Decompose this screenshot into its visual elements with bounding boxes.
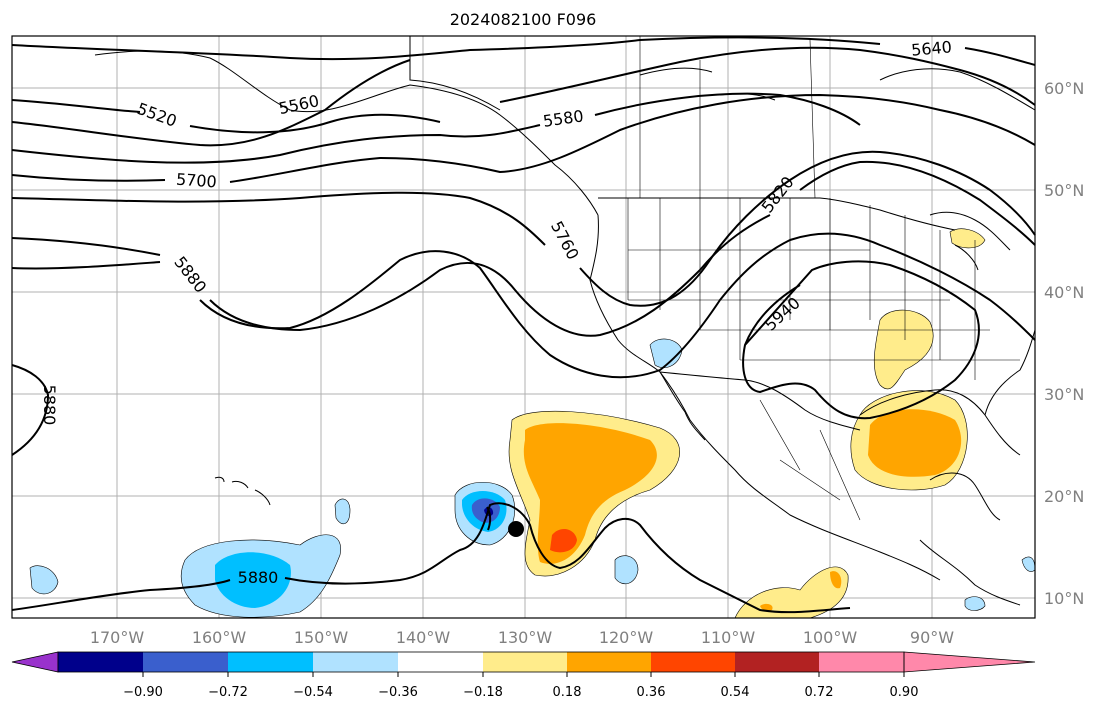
contour-5880-west [11,364,50,456]
anomaly-shading [29,228,1036,619]
mexico-state-2 [819,429,861,521]
colorbar-tick-label: −0.36 [378,685,418,700]
arctic-island-1 [639,67,713,76]
lon-label-170w: 170°W [90,628,145,647]
strong-positive-anomaly-southeast [830,571,842,589]
canada-province-3 [809,39,816,199]
colorbar-bin-7 [567,652,651,672]
lat-label-60n: 60°N [1044,79,1084,98]
negative-anomaly-caribbean [964,596,986,611]
lon-label-150w: 150°W [294,628,349,647]
colorbar-bin-8 [651,652,735,672]
positive-anomaly-great-lakes [949,228,986,249]
colorbar-bin-5 [398,652,483,672]
gulf-coastline [859,389,1021,456]
colorbar-tick-label: 0.18 [553,685,582,700]
contour-label-5880-west: 5880 [40,385,59,426]
florida-coastline [984,329,1036,416]
colorbar-frame [57,651,905,673]
map-frame [11,35,1036,619]
max-positive-anomaly-pacific [550,528,577,553]
colorbar-tick-label: −0.18 [463,685,503,700]
strong-positive-anomaly-pacific [523,423,657,564]
canada-us-border [598,197,956,231]
colorbar-tick-label: 0.90 [890,685,919,700]
colorbar-tick-label: −0.54 [293,685,333,700]
negative-anomaly-west [29,565,59,595]
strong-positive-anomaly-gulf [868,409,962,477]
contour-label-5640: 5640 [910,37,952,59]
lat-label-30n: 30°N [1044,385,1084,404]
hudson-bay-edge [879,68,1036,111]
negative-anomaly-east-pacific [614,555,639,585]
colorbar: −0.90 −0.72 −0.54 −0.36 −0.18 0.18 0.36 … [11,651,1036,700]
lon-label-140w: 140°W [396,628,451,647]
contour-5640-b [499,46,1036,106]
contour-5880-south [11,502,851,614]
mid-negative-anomaly-central-pacific [215,552,291,608]
colorbar-tick-label: 0.36 [637,685,666,700]
colorbar-tick-label: −0.72 [208,685,248,700]
lon-label-90w: 90°W [910,628,954,647]
longitude-labels: 170°W 160°W 150°W 140°W 130°W 120°W 110°… [90,628,954,647]
lat-label-40n: 40°N [1044,283,1084,302]
colorbar-bin-6 [483,652,567,672]
us-mexico-border [659,371,861,431]
colorbar-bin-3 [228,652,313,672]
central-america-coastline [919,539,1021,606]
yucatan-coastline [929,472,1001,521]
colorbar-tick-label: −0.90 [123,685,163,700]
lat-label-20n: 20°N [1044,487,1084,506]
colorbar-bin-4 [313,652,398,672]
hawaii-islands [214,476,271,506]
contour-label-5700: 5700 [175,170,217,192]
contour-5560 [11,59,411,147]
colorbar-bin-2 [143,652,228,672]
lat-label-50n: 50°N [1044,181,1084,200]
latitude-labels: 10°N 20°N 30°N 40°N 50°N 60°N [1044,79,1084,608]
lon-label-120w: 120°W [599,628,654,647]
map-title: 2024082100 F096 [450,10,597,29]
contour-5700 [11,93,1036,183]
contour-label-5880-south: 5880 [238,568,279,587]
islands [214,67,1036,506]
colorbar-bin-10 [819,652,904,672]
lon-label-110w: 110°W [701,628,756,647]
contour-5640 [11,36,1036,66]
mexico-state-3 [779,459,841,501]
contour-5880-main [11,232,1036,379]
colorbar-tick-label: 0.54 [721,685,750,700]
lon-label-160w: 160°W [192,628,247,647]
strong-positive-anomaly-southeast-small [760,603,773,611]
baja-coastline [659,371,706,441]
contour-5940 [742,260,980,420]
storm-position-marker [508,521,524,537]
height-contours [11,36,1036,614]
lon-label-100w: 100°W [803,628,858,647]
colorbar-bin-9 [735,652,819,672]
colorbar-extend-low [11,651,59,673]
west-coast-coastline [589,214,941,581]
colorbar-tick-label: 0.72 [805,685,834,700]
contour-5580 [11,92,861,164]
lat-label-10n: 10°N [1044,589,1084,608]
political-borders [627,36,1020,521]
coastlines [94,36,1036,606]
colorbar-extend-high [903,651,1036,673]
mexico-state-1 [759,399,801,471]
colorbar-ticks [142,672,905,677]
contour-5820 [11,160,1036,337]
colorbar-bin-1 [58,652,143,672]
alaska-canada-border [409,36,501,111]
alaska-coastline [94,50,599,216]
negative-anomaly-north-pacific [334,498,351,525]
great-lakes [929,211,1011,271]
storm-track [486,506,492,531]
contour-5760 [11,150,1036,307]
lon-label-130w: 130°W [498,628,553,647]
contour-5520 [11,99,441,134]
